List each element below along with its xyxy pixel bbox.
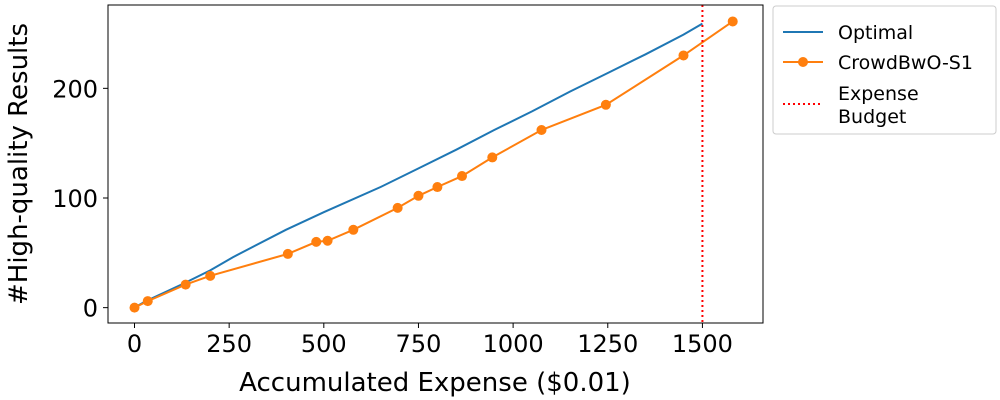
legend-marker-crowdbwo [798,57,808,67]
data-point [536,125,547,136]
data-point [322,235,333,246]
plot-area [129,5,738,323]
legend-label-optimal: Optimal [838,22,913,44]
data-point [432,182,443,193]
y-axis-title: #High-quality Results [4,23,34,305]
data-point [129,302,140,313]
data-point [311,236,322,247]
x-tick-label: 750 [396,330,442,358]
data-point [727,16,738,27]
series-line-0 [134,22,703,309]
series-line-1 [134,20,734,309]
y-tick-label: 200 [52,75,98,103]
legend-box [772,5,997,135]
data-point [487,152,498,163]
y-tick-label: 0 [83,295,98,323]
data-point [180,279,191,290]
x-axis-title: Accumulated Expense ($0.01) [239,368,631,398]
plot-frame [107,4,764,324]
y-tick-label: 100 [52,185,98,213]
data-point [600,99,611,110]
legend: Optimal CrowdBwO-S1 Expense Budget [772,5,997,135]
data-point [457,171,468,182]
data-point [282,248,293,259]
data-point [392,202,403,213]
x-tick-label: 0 [127,330,142,358]
data-point [142,296,153,307]
x-tick-label: 1500 [672,330,733,358]
x-tick-label: 1250 [577,330,638,358]
x-tick-label: 250 [206,330,252,358]
data-point [348,224,359,235]
data-point [413,190,424,201]
axes: 0 250 500 750 1000 1250 1500 0 100 200 [52,75,733,358]
legend-label-expense-budget: Expense [838,83,919,105]
data-point [205,270,216,281]
x-tick-label: 500 [301,330,347,358]
x-tick-label: 1000 [483,330,544,358]
legend-label-expense-budget-line2: Budget [838,106,906,128]
data-point [678,50,689,61]
legend-label-crowdbwo: CrowdBwO-S1 [838,52,973,74]
